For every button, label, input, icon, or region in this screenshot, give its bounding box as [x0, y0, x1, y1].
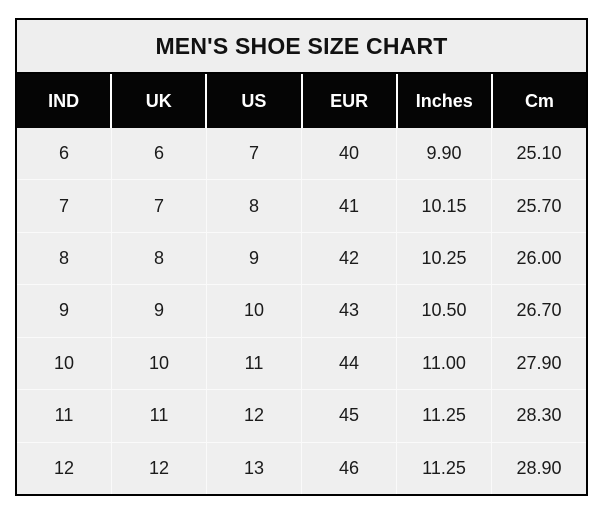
column-header-uk: UK — [112, 74, 208, 128]
chart-title-row: MEN'S SHOE SIZE CHART — [17, 20, 586, 74]
cell-uk: 8 — [112, 232, 207, 285]
table-row: 7 7 8 41 10.15 25.70 — [17, 180, 586, 233]
cell-cm: 26.70 — [516, 300, 562, 321]
cell-inches: 10.50 — [397, 285, 492, 337]
page-title: MEN'S SHOE SIZE CHART — [155, 32, 448, 59]
cell-uk: 12 — [112, 442, 207, 494]
cell-uk: 11 — [112, 390, 207, 442]
column-header-inches: Inches — [398, 74, 493, 128]
cell-ind: 11 — [17, 390, 112, 442]
cell-eur: 43 — [302, 285, 397, 337]
cell-cm: 28.30 — [516, 405, 562, 426]
cell-uk: 9 — [112, 285, 207, 337]
cell-uk: 7 — [112, 180, 207, 232]
cell-ind: 6 — [17, 128, 112, 180]
cell-cm: 26.00 — [516, 248, 562, 269]
cell-ind: 12 — [17, 442, 112, 494]
table-header-row: IND UK US EUR Inches Cm — [17, 74, 586, 128]
cell-ind: 10 — [17, 337, 112, 390]
cell-cm: 27.90 — [516, 352, 562, 373]
cell-us: 11 — [207, 337, 302, 390]
cell-eur: 42 — [302, 232, 397, 285]
cell-eur: 45 — [302, 390, 397, 442]
table-row: 11 11 12 45 11.25 28.30 — [17, 390, 586, 443]
cell-us: 13 — [207, 442, 302, 494]
cell-cm: 25.10 — [516, 143, 562, 164]
cell-inches: 9.90 — [397, 128, 492, 180]
cell-inches: 11.25 — [397, 390, 492, 442]
table-row: 10 10 11 44 11.00 27.90 — [17, 337, 586, 391]
cell-inches: 11.25 — [397, 442, 492, 494]
cell-inches: 11.00 — [397, 337, 492, 390]
cell-eur: 40 — [302, 128, 397, 180]
table-row: 12 12 13 46 11.25 28.90 — [17, 442, 586, 494]
column-header-cm: Cm — [524, 90, 554, 111]
column-header-eur: EUR — [303, 74, 398, 128]
cell-eur: 44 — [302, 337, 397, 390]
cell-ind: 9 — [17, 285, 112, 337]
cell-us: 12 — [207, 390, 302, 442]
cell-eur: 41 — [302, 180, 397, 232]
table-row: 6 6 7 40 9.90 25.10 — [17, 128, 586, 181]
cell-cm: 25.70 — [516, 195, 562, 216]
cell-inches: 10.25 — [397, 232, 492, 285]
cell-us: 8 — [207, 180, 302, 232]
cell-cm: 28.90 — [516, 457, 562, 478]
cell-us: 7 — [207, 128, 302, 180]
size-chart-table: MEN'S SHOE SIZE CHART IND UK US EUR Inch… — [15, 18, 588, 496]
column-header-ind: IND — [17, 74, 113, 128]
cell-ind: 8 — [17, 232, 112, 285]
cell-eur: 46 — [302, 442, 397, 494]
table-row: 9 9 10 43 10.50 26.70 — [17, 285, 586, 338]
table-body: 6 6 7 40 9.90 25.10 7 7 8 41 10.15 25.70… — [17, 128, 586, 494]
cell-inches: 10.15 — [397, 180, 492, 232]
column-header-us: US — [207, 74, 303, 128]
table-row: 8 8 9 42 10.25 26.00 — [17, 232, 586, 286]
cell-us: 9 — [207, 232, 302, 285]
cell-us: 10 — [207, 285, 302, 337]
cell-uk: 10 — [112, 337, 207, 390]
cell-uk: 6 — [112, 128, 207, 180]
cell-ind: 7 — [17, 180, 112, 232]
